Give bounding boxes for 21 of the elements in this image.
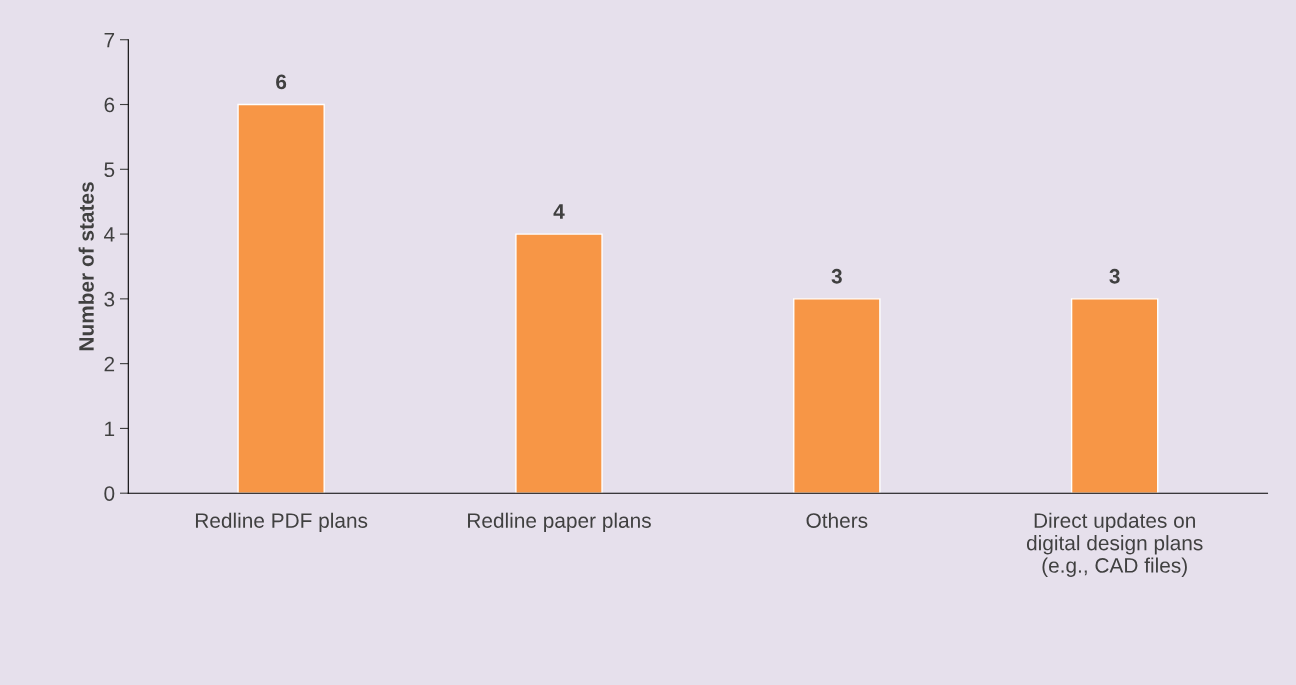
y-tick-label: 7 xyxy=(104,32,115,48)
y-tick-label: 2 xyxy=(104,356,115,372)
data-label: 4 xyxy=(553,204,565,219)
data-label: 3 xyxy=(1109,268,1120,284)
data-label: 6 xyxy=(276,74,287,90)
x-tick-label: Direct updates on digital design plans (e.g., CAD files) xyxy=(1026,512,1203,577)
y-tick-label: 5 xyxy=(104,162,115,178)
y-tick-label: 0 xyxy=(104,486,115,501)
bar xyxy=(1070,298,1159,494)
y-axis-title: Number of states xyxy=(78,182,94,351)
bar xyxy=(515,233,603,494)
x-tick-label: Others xyxy=(806,512,868,528)
bar xyxy=(793,298,881,494)
data-label: 3 xyxy=(831,268,842,284)
bar xyxy=(237,103,325,494)
y-tick-label: 1 xyxy=(105,421,115,436)
x-tick-label: Redline PDF plans xyxy=(195,512,368,533)
y-tick-label: 6 xyxy=(104,97,115,113)
x-tick-label: Redline paper plans xyxy=(468,512,651,533)
y-tick-label: 3 xyxy=(104,291,115,307)
y-tick-label: 4 xyxy=(104,227,115,242)
